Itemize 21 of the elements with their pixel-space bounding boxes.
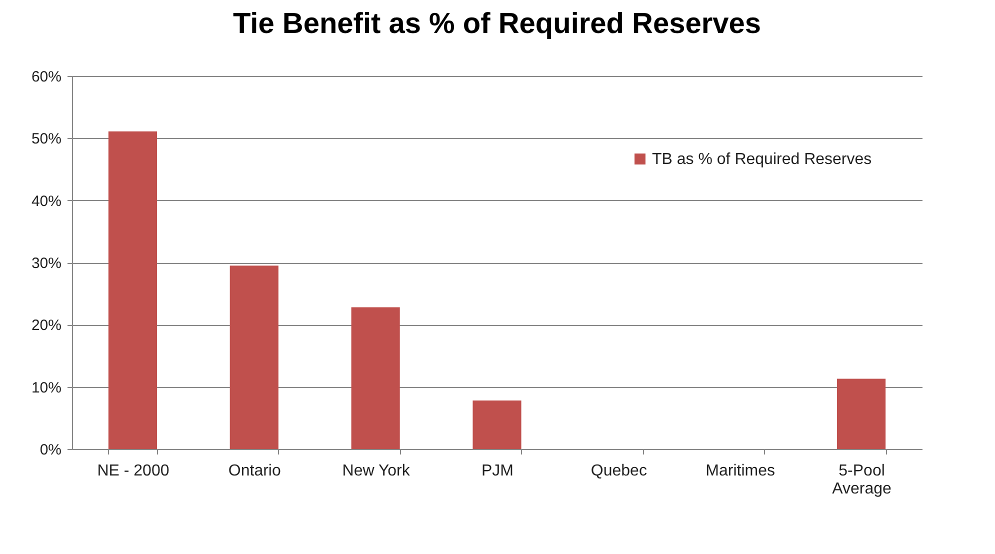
- chart-title: Tie Benefit as % of Required Reserves: [232, 8, 762, 40]
- x-tick-label: Maritimes: [706, 462, 776, 480]
- y-tick-label: 20%: [31, 317, 62, 334]
- legend-label: TB as % of Required Reserves: [652, 151, 872, 168]
- x-tick-label: 5-Pool Average: [832, 462, 892, 498]
- y-tick-label: 40%: [31, 192, 62, 210]
- x-tick-label: Quebec: [590, 462, 647, 480]
- bar: [108, 131, 157, 449]
- y-tick-label: 30%: [31, 255, 62, 272]
- y-tick-label: 0%: [40, 442, 62, 458]
- x-tick-label: Ontario: [228, 462, 281, 480]
- x-tick-label: New York: [342, 462, 411, 480]
- y-tick-label: 10%: [31, 379, 62, 396]
- bar: [351, 307, 400, 449]
- y-tick-label: 60%: [31, 68, 62, 86]
- y-tick-label: 50%: [31, 130, 62, 148]
- bar: [230, 266, 278, 449]
- x-tick-label: PJM: [482, 462, 514, 480]
- bar: [472, 400, 522, 449]
- bar: [837, 378, 886, 449]
- x-tick-label: NE - 2000: [97, 462, 170, 480]
